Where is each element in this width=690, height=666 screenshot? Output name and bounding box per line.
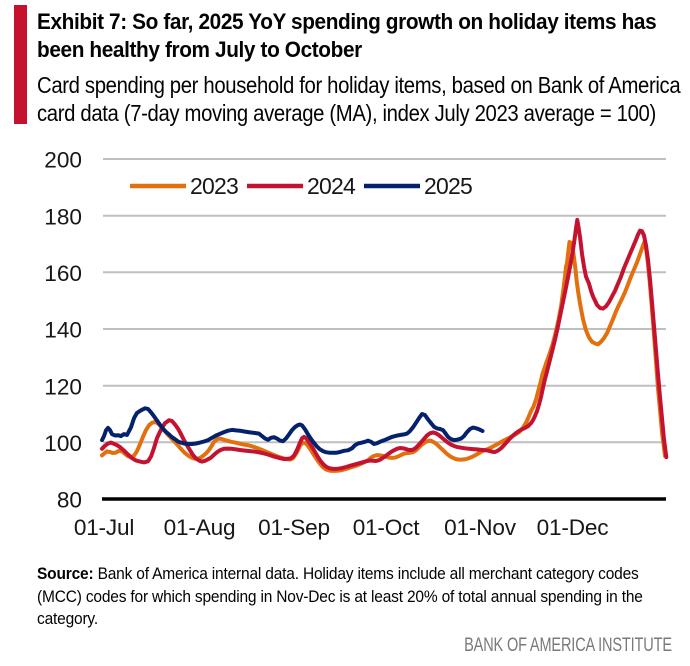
- svg-text:01-Sep: 01-Sep: [258, 515, 330, 540]
- svg-text:140: 140: [44, 318, 82, 343]
- svg-text:80: 80: [57, 488, 82, 513]
- svg-text:200: 200: [44, 148, 82, 173]
- svg-text:180: 180: [44, 204, 82, 229]
- svg-text:160: 160: [44, 261, 82, 286]
- svg-text:01-Oct: 01-Oct: [353, 515, 421, 540]
- svg-text:2025: 2025: [424, 173, 472, 199]
- svg-text:120: 120: [44, 374, 82, 399]
- svg-text:01-Jul: 01-Jul: [74, 515, 134, 540]
- svg-text:2023: 2023: [190, 173, 238, 199]
- svg-text:01-Aug: 01-Aug: [164, 515, 236, 540]
- svg-text:2024: 2024: [307, 173, 356, 199]
- svg-text:01-Dec: 01-Dec: [537, 515, 609, 540]
- svg-text:100: 100: [44, 431, 82, 456]
- svg-text:01-Nov: 01-Nov: [444, 515, 517, 540]
